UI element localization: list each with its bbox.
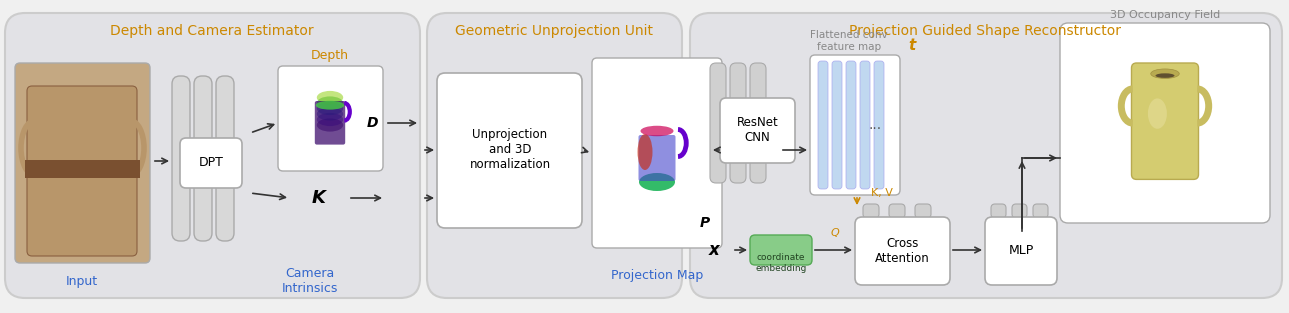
FancyBboxPatch shape — [809, 55, 900, 195]
Ellipse shape — [317, 113, 343, 126]
FancyBboxPatch shape — [874, 61, 884, 189]
Text: MLP: MLP — [1008, 244, 1034, 258]
Ellipse shape — [317, 107, 343, 121]
FancyBboxPatch shape — [1012, 204, 1027, 218]
FancyBboxPatch shape — [889, 204, 905, 218]
Text: DPT: DPT — [199, 156, 223, 170]
Ellipse shape — [1151, 69, 1179, 79]
Text: Depth and Camera Estimator: Depth and Camera Estimator — [110, 24, 313, 38]
FancyBboxPatch shape — [171, 76, 189, 241]
Text: t: t — [909, 38, 915, 54]
FancyBboxPatch shape — [315, 101, 345, 145]
Ellipse shape — [1155, 73, 1174, 78]
FancyBboxPatch shape — [819, 61, 828, 189]
FancyBboxPatch shape — [5, 13, 420, 298]
FancyBboxPatch shape — [750, 63, 766, 183]
Text: Cross
Attention: Cross Attention — [875, 237, 929, 265]
Text: $\boldsymbol{x}$: $\boldsymbol{x}$ — [708, 241, 722, 259]
FancyBboxPatch shape — [638, 135, 675, 181]
Text: Input: Input — [66, 275, 98, 288]
Ellipse shape — [317, 102, 343, 115]
FancyBboxPatch shape — [592, 58, 722, 248]
FancyBboxPatch shape — [278, 66, 383, 171]
FancyBboxPatch shape — [195, 76, 211, 241]
FancyBboxPatch shape — [690, 13, 1283, 298]
FancyBboxPatch shape — [855, 217, 950, 285]
FancyBboxPatch shape — [846, 61, 856, 189]
FancyBboxPatch shape — [1060, 23, 1270, 223]
FancyBboxPatch shape — [750, 235, 812, 265]
Text: Unprojection
and 3D
normalization: Unprojection and 3D normalization — [469, 129, 550, 172]
Text: Depth: Depth — [311, 49, 349, 61]
FancyBboxPatch shape — [15, 63, 150, 263]
Ellipse shape — [317, 118, 343, 131]
Text: Q: Q — [830, 228, 839, 238]
Ellipse shape — [638, 134, 652, 170]
Text: ...: ... — [869, 118, 882, 132]
Text: Projection Guided Shape Reconstructor: Projection Guided Shape Reconstructor — [849, 24, 1121, 38]
Text: Flattened conv
feature map: Flattened conv feature map — [809, 30, 888, 52]
Text: K, V: K, V — [871, 188, 893, 198]
FancyBboxPatch shape — [180, 138, 242, 188]
Ellipse shape — [317, 91, 343, 104]
Ellipse shape — [1148, 98, 1167, 129]
FancyBboxPatch shape — [27, 86, 137, 256]
FancyBboxPatch shape — [915, 204, 931, 218]
FancyBboxPatch shape — [721, 98, 795, 163]
Bar — [24, 160, 141, 178]
Ellipse shape — [639, 173, 675, 191]
Text: P: P — [700, 216, 710, 230]
FancyBboxPatch shape — [860, 61, 870, 189]
Text: 3D Occupancy Field: 3D Occupancy Field — [1110, 10, 1221, 20]
Text: Geometric Unprojection Unit: Geometric Unprojection Unit — [455, 24, 654, 38]
Text: D: D — [366, 116, 378, 130]
Ellipse shape — [316, 101, 344, 110]
Text: coordinate
embedding: coordinate embedding — [755, 253, 807, 273]
FancyBboxPatch shape — [730, 63, 746, 183]
FancyBboxPatch shape — [831, 61, 842, 189]
FancyBboxPatch shape — [217, 76, 235, 241]
FancyBboxPatch shape — [427, 13, 682, 298]
Text: $\boldsymbol{K}$: $\boldsymbol{K}$ — [312, 189, 329, 207]
Ellipse shape — [641, 126, 673, 136]
FancyBboxPatch shape — [710, 63, 726, 183]
FancyBboxPatch shape — [985, 217, 1057, 285]
FancyBboxPatch shape — [1032, 204, 1048, 218]
Text: ResNet
CNN: ResNet CNN — [736, 116, 779, 145]
Text: Projection Map: Projection Map — [611, 269, 703, 281]
FancyBboxPatch shape — [437, 73, 583, 228]
Ellipse shape — [1137, 170, 1194, 179]
Text: Camera
Intrinsics: Camera Intrinsics — [282, 267, 338, 295]
FancyBboxPatch shape — [864, 204, 879, 218]
Ellipse shape — [317, 96, 343, 110]
FancyBboxPatch shape — [991, 204, 1005, 218]
FancyBboxPatch shape — [1132, 63, 1199, 179]
